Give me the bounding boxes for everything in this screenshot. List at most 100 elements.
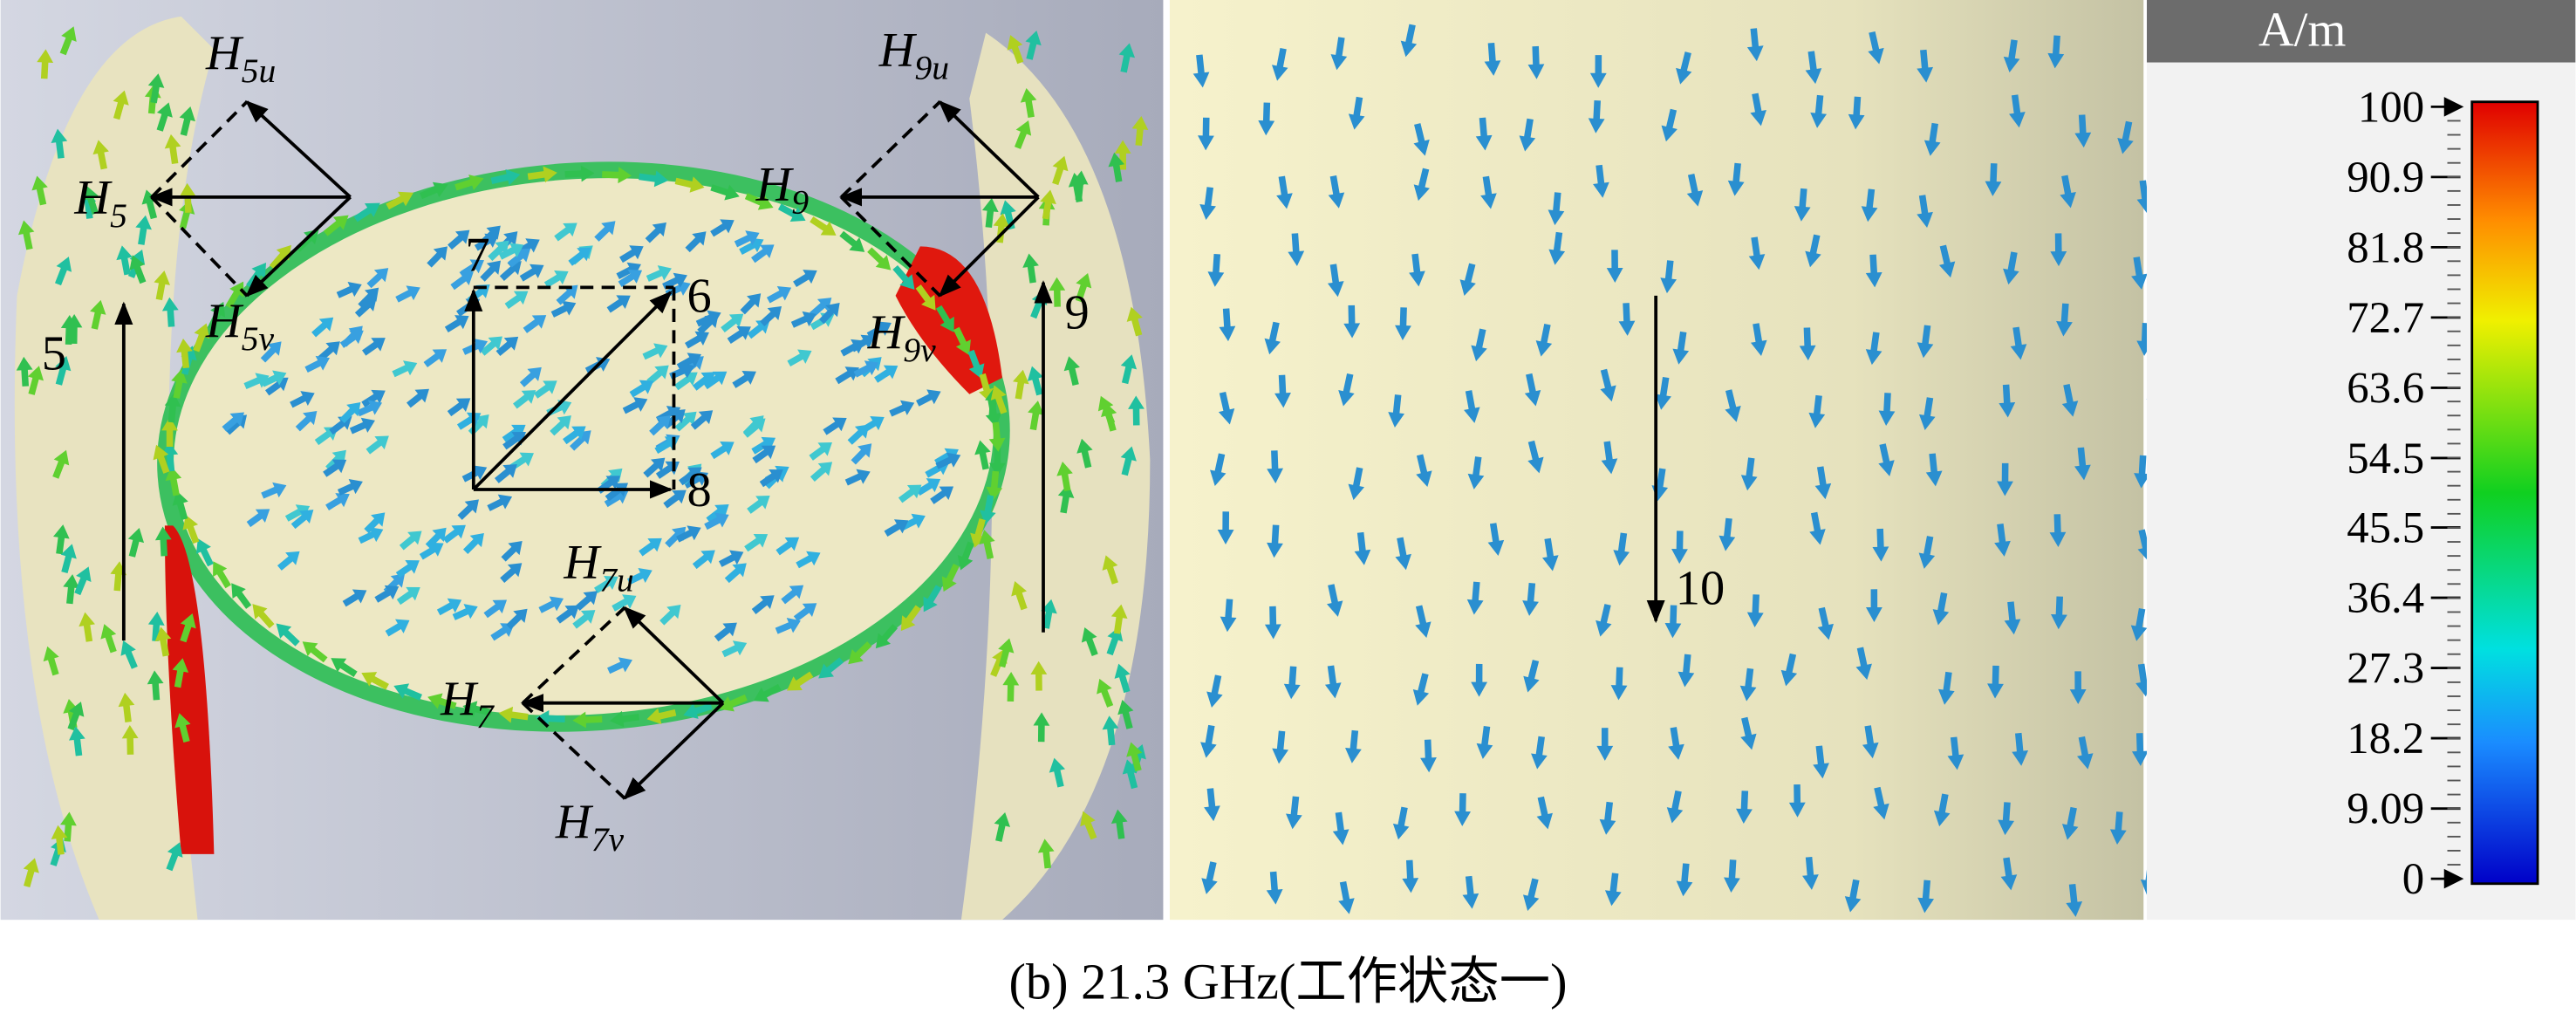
field-arrow xyxy=(649,415,671,436)
field-arrow xyxy=(1872,528,1889,562)
field-arrow xyxy=(1395,537,1411,571)
field-arrow xyxy=(1933,793,1951,827)
field-arrow xyxy=(295,229,319,252)
field-arrow xyxy=(1128,395,1145,426)
field-arrow xyxy=(1541,537,1559,572)
field-arrow xyxy=(1522,878,1540,911)
field-arrow xyxy=(225,281,244,309)
label-main: H xyxy=(73,171,113,225)
field-arrow xyxy=(501,540,523,562)
field-arrow xyxy=(594,576,618,593)
left-sheet xyxy=(14,16,215,921)
point-label: 9 xyxy=(1064,285,1089,339)
field-arrow xyxy=(533,380,557,399)
field-arrow xyxy=(252,604,275,629)
label-sub: 5v xyxy=(242,319,275,358)
field-arrow xyxy=(527,166,557,183)
label-main: H xyxy=(205,26,244,80)
colorbar xyxy=(2470,100,2539,886)
field-arrow xyxy=(1484,42,1501,76)
field-arrow xyxy=(568,247,591,266)
label-sub: 7u xyxy=(599,561,634,599)
field-arrow xyxy=(1918,397,1936,431)
field-arrow xyxy=(60,315,78,346)
field-arrow xyxy=(1326,584,1343,617)
field-arrow xyxy=(787,349,812,367)
field-arrow xyxy=(1589,55,1607,88)
field-arrow xyxy=(1618,303,1636,336)
field-arrow xyxy=(760,305,782,326)
field-arrow xyxy=(676,525,701,543)
field-arrow xyxy=(2066,884,2083,917)
field-arrow xyxy=(1459,263,1476,297)
field-arrow xyxy=(646,265,672,282)
field-arrow xyxy=(195,538,214,567)
field-arrow xyxy=(1476,726,1493,759)
field-arrow xyxy=(1802,856,1819,890)
field-arrow xyxy=(627,568,653,585)
field-arrow xyxy=(116,245,133,276)
field-arrow xyxy=(2061,384,2079,417)
field-arrow xyxy=(1862,725,1879,759)
field-arrow xyxy=(916,389,941,407)
field-arrow xyxy=(935,452,961,469)
field-arrow xyxy=(59,26,77,56)
field-arrow xyxy=(113,90,129,120)
field-arrow xyxy=(82,185,99,215)
center-disk xyxy=(157,161,1010,732)
field-arrow xyxy=(1925,453,1943,487)
field-arrow xyxy=(900,605,921,632)
field-arrow xyxy=(392,360,418,378)
field-arrow xyxy=(427,693,457,709)
field-arrow xyxy=(659,605,681,626)
field-arrow xyxy=(1676,863,1693,897)
annotations xyxy=(114,99,1665,800)
field-arrow xyxy=(407,388,429,408)
field-arrow xyxy=(349,417,375,435)
field-arrow xyxy=(358,527,384,544)
field-arrow xyxy=(967,349,985,379)
field-arrow xyxy=(1348,96,1365,130)
field-arrow xyxy=(1286,796,1302,830)
field-arrow xyxy=(572,711,603,729)
field-arrow xyxy=(1049,757,1066,788)
field-arrow xyxy=(777,203,806,222)
field-arrow xyxy=(1817,606,1834,640)
label-sub: 9 xyxy=(791,183,809,222)
field-arrow xyxy=(2051,596,2067,630)
field-arrow xyxy=(100,624,117,654)
field-arrow xyxy=(1274,374,1291,408)
field-arrow xyxy=(810,216,837,236)
field-arrow xyxy=(37,49,54,79)
field-arrow xyxy=(1126,306,1143,337)
field-arrow xyxy=(1480,175,1497,209)
field-arrow xyxy=(213,561,231,589)
field-arrow xyxy=(1028,400,1044,431)
field-arrow xyxy=(498,243,524,260)
field-arrow xyxy=(290,391,315,408)
field-arrow xyxy=(1204,788,1220,822)
field-arrow xyxy=(374,585,400,603)
field-arrow xyxy=(1878,393,1896,426)
label-main: H xyxy=(563,536,602,590)
field-arrow xyxy=(1192,54,1210,88)
field-arrow xyxy=(818,657,844,679)
field-arrows xyxy=(16,26,1149,888)
field-arrow xyxy=(710,184,740,201)
field-arrow xyxy=(818,302,840,325)
field-arrow xyxy=(448,229,470,250)
field-arrow xyxy=(1987,665,2004,699)
field-arrow xyxy=(1794,188,1811,222)
field-arrow xyxy=(1057,483,1075,514)
field-arrow xyxy=(1415,605,1431,639)
field-arrow xyxy=(342,589,367,607)
field-arrow xyxy=(420,181,448,200)
field-arrow xyxy=(1056,461,1073,492)
field-arrow xyxy=(2009,94,2026,128)
field-arrow xyxy=(1328,175,1345,209)
field-arrow xyxy=(1117,700,1134,729)
label-main: H xyxy=(555,795,594,849)
field-arrow xyxy=(1917,195,1933,229)
field-arrow xyxy=(835,366,859,385)
